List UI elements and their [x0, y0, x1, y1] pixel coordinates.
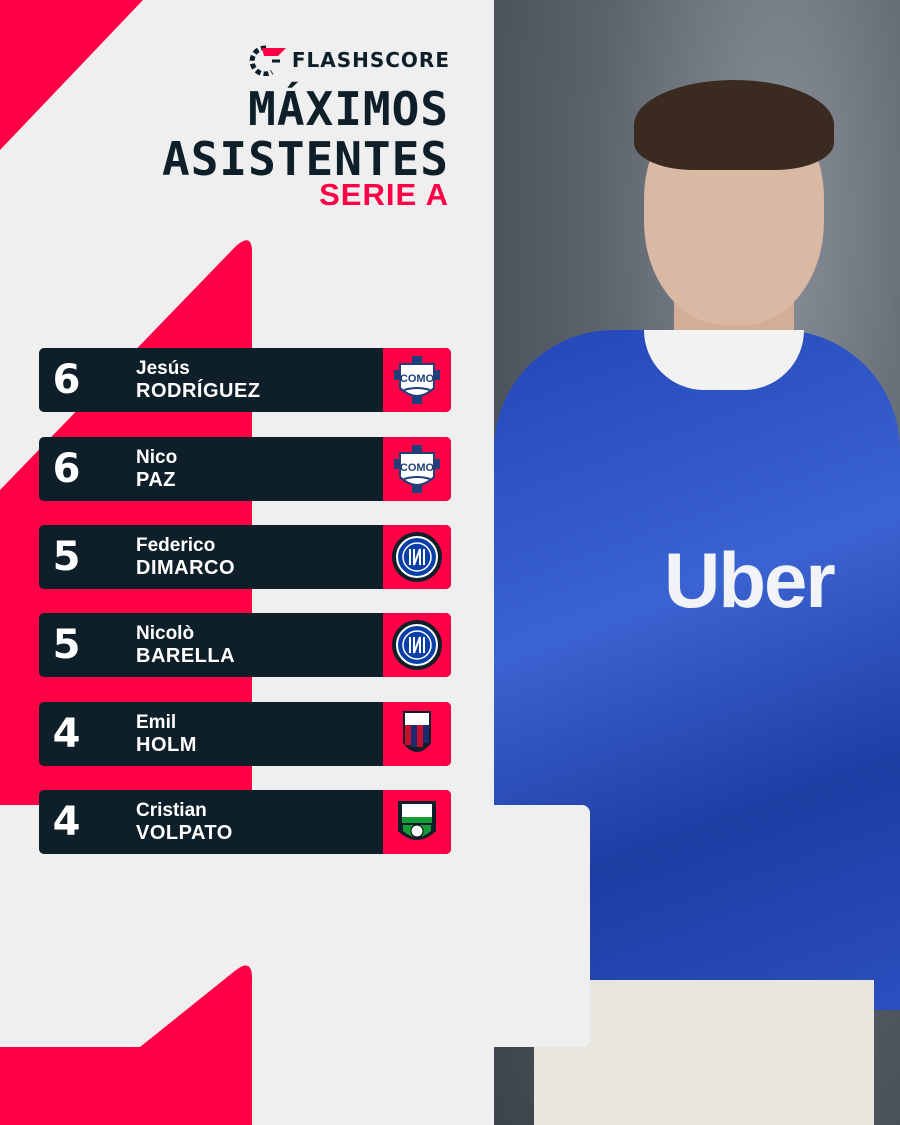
assists-count: 4 — [52, 711, 81, 757]
como-crest-icon: COMO — [383, 348, 451, 412]
title-line-1: MÁXIMOS — [248, 82, 449, 136]
player-row: 4 Emil HOLM — [39, 702, 451, 766]
assists-count: 5 — [52, 622, 81, 668]
first-name: Jesús — [136, 358, 190, 379]
assists-count: 5 — [52, 534, 81, 580]
como-crest-icon: COMO — [383, 437, 451, 501]
last-name: BARELLA — [136, 645, 236, 667]
player-row: 4 Cristian VOLPATO — [39, 790, 451, 854]
svg-text:COMO: COMO — [400, 373, 435, 385]
svg-text:COMO: COMO — [400, 462, 435, 474]
last-name: HOLM — [136, 734, 197, 756]
assists-count: 4 — [52, 799, 81, 845]
last-name: VOLPATO — [136, 822, 233, 844]
player-row: 5 Nicolò BARELLA — [39, 613, 451, 677]
panel-cutout — [494, 805, 590, 1047]
first-name: Cristian — [136, 800, 207, 821]
player-row: 6 Jesús RODRÍGUEZ COMO — [39, 348, 451, 412]
first-name: Emil — [136, 712, 177, 733]
assists-count: 6 — [52, 357, 81, 403]
inter-crest-icon — [383, 525, 451, 589]
sassuolo-crest-icon — [383, 790, 451, 854]
assists-count: 6 — [52, 446, 81, 492]
first-name: Nico — [136, 447, 178, 468]
last-name: PAZ — [136, 469, 177, 491]
flashscore-logo-icon — [249, 45, 286, 76]
player-row: 5 Federico DIMARCO — [39, 525, 451, 589]
flashscore-logo: FLASHSCORE — [246, 44, 450, 76]
brand-name: FLASHSCORE — [291, 48, 450, 72]
last-name: DIMARCO — [136, 557, 236, 579]
last-name: RODRÍGUEZ — [136, 380, 261, 402]
jersey-sponsor: Uber — [664, 536, 836, 624]
bologna-crest-icon — [383, 702, 451, 766]
title-line-2: ASISTENTES — [162, 132, 449, 186]
first-name: Nicolò — [136, 623, 195, 644]
page-title: MÁXIMOS ASISTENTES — [162, 84, 449, 184]
first-name: Federico — [136, 535, 216, 556]
player-row: 6 Nico PAZ COMO — [39, 437, 451, 501]
inter-crest-icon — [383, 613, 451, 677]
league-name: SERIE A — [319, 177, 449, 212]
